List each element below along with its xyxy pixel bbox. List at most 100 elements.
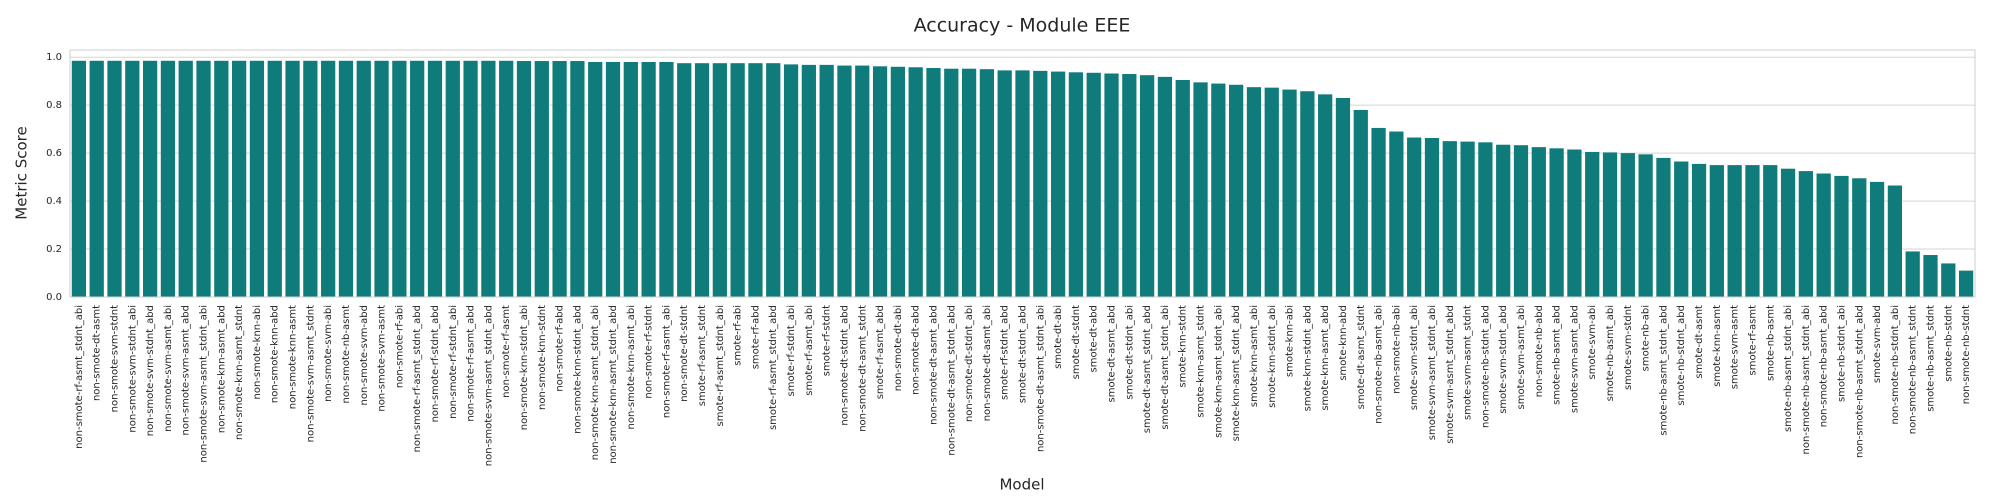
x-tick-label: smote-rf-asmt_stdnt — [697, 305, 708, 406]
x-tick-label: non-smote-svm-abd — [359, 305, 370, 405]
x-tick-label: non-smote-dt-asmt_abd — [928, 305, 939, 425]
x-tick-label: smote-knn-asmt_stdnt — [1196, 305, 1207, 418]
x-tick-label: smote-svm-asmt — [1730, 305, 1741, 389]
x-tick-label: smote-knn-abd — [1338, 305, 1349, 381]
bar — [214, 60, 229, 298]
bar — [1958, 270, 1974, 297]
x-tick-label: non-smote-nb-stdnt_abi — [1890, 305, 1901, 424]
x-tick-label: non-smote-nb-asmt_stdnt_abi — [1801, 305, 1812, 454]
x-tick-label: non-smote-knn-abi — [252, 305, 263, 399]
bar — [694, 63, 710, 298]
bar — [659, 61, 674, 297]
bar — [303, 60, 318, 298]
x-tick-label: smote-rf-stdnt_abd — [1000, 305, 1011, 400]
x-tick-label: non-smote-dt-stdnt_abd — [839, 305, 850, 426]
bar — [1104, 73, 1119, 297]
x-tick-label: smote-nb-asmt — [1765, 305, 1776, 381]
y-tick-label: 1.0 — [46, 52, 62, 63]
bar — [1834, 175, 1849, 297]
bar — [1335, 97, 1351, 297]
bar — [641, 61, 656, 297]
bar — [338, 60, 354, 298]
x-tick-label: non-smote-dt-asmt_abi — [982, 305, 993, 421]
x-tick-label: smote-svm-asmt_stdnt — [1463, 305, 1474, 420]
bar — [1602, 152, 1618, 297]
x-tick-label: smote-nb-asmt_stdnt_abi — [1783, 305, 1794, 432]
bar — [997, 70, 1012, 298]
x-tick-label: smote-dt-asmt_stdnt_abd — [1142, 305, 1153, 433]
bar — [1816, 173, 1831, 297]
x-tick-label: non-smote-svm-stdnt_abi — [127, 305, 138, 433]
bar — [1424, 138, 1440, 297]
bar — [1638, 154, 1653, 297]
x-tick-label: non-smote-svm-asmt_stdnt_abd — [483, 305, 494, 466]
x-tick-label: non-smote-dt-asmt — [92, 305, 103, 401]
x-tick-label: non-smote-nb-asmt_abd — [1819, 305, 1830, 427]
x-tick-label: non-smote-rf-asmt — [501, 305, 512, 398]
x-tick-label: smote-knn-abi — [1285, 305, 1296, 377]
x-tick-label: smote-svm-asmt_stdnt_abi — [1427, 305, 1438, 440]
x-tick-label: smote-rf-asmt_abi — [804, 305, 815, 396]
bar — [944, 68, 959, 297]
bar — [1282, 89, 1297, 297]
x-tick-label: non-smote-knn-asmt_abd — [216, 305, 227, 433]
x-tick-label: smote-dt-asmt — [1694, 305, 1705, 379]
bar — [89, 60, 104, 298]
bar — [1068, 72, 1084, 297]
x-tick-label: non-smote-nb-abi — [1391, 305, 1402, 394]
x-tick-label: smote-svm-asmt_abi — [1516, 305, 1527, 409]
x-tick-label: non-smote-nb-stdnt_abd — [1480, 305, 1491, 428]
bar — [160, 60, 176, 298]
bar — [1157, 76, 1173, 298]
bar — [712, 63, 727, 298]
x-tick-label: smote-svm-abd — [1872, 305, 1883, 383]
bar — [1175, 79, 1190, 297]
bar — [1496, 144, 1511, 297]
bar — [178, 60, 193, 298]
x-tick-label: smote-nb-abi — [1641, 305, 1652, 371]
bar — [855, 65, 870, 298]
x-tick-label: non-smote-nb-asmt_stdnt — [1908, 305, 1919, 434]
bar — [1353, 109, 1368, 298]
bar — [1567, 149, 1582, 297]
x-tick-label: non-smote-dt-asmt_stdnt_abd — [946, 305, 957, 456]
bar — [1656, 157, 1671, 297]
x-tick-label: smote-svm-stdnt_abi — [1409, 305, 1420, 410]
x-tick-label: non-smote-svm-asmt_stdnt_abi — [199, 305, 210, 463]
bar — [1585, 151, 1600, 297]
bar — [71, 60, 87, 298]
bar — [1371, 127, 1386, 297]
bar — [748, 63, 763, 298]
x-tick-label: non-smote-knn-stdnt_abi — [519, 305, 530, 430]
x-tick-label: non-smote-rf-stdnt_abi — [448, 305, 459, 419]
x-tick-label: non-smote-knn-asmt_stdnt — [234, 305, 245, 440]
x-tick-label: non-smote-dt-abi — [893, 305, 904, 391]
x-tick-label: non-smote-knn-stdnt — [537, 305, 548, 410]
x-axis-label: Model — [999, 476, 1044, 494]
bar — [1691, 163, 1707, 297]
x-tick-label: non-smote-rf-asmt_stdnt_abi — [74, 305, 85, 449]
x-tick-label: smote-svm-asmt_stdnt_abd — [1445, 305, 1456, 444]
bar — [890, 66, 905, 297]
x-tick-label: smote-knn-asmt_abi — [1249, 305, 1260, 407]
bar — [463, 60, 478, 298]
x-tick-label: non-smote-knn-asmt_stdnt_abd — [608, 305, 619, 464]
x-tick-label: smote-rf-abd — [750, 305, 761, 369]
x-tick-label: non-smote-knn-abd — [270, 305, 281, 403]
y-tick-label: 0.8 — [46, 100, 62, 111]
bar — [1620, 153, 1635, 297]
x-tick-label: non-smote-dt-abd — [911, 305, 922, 395]
x-tick-label: smote-rf-stdnt — [822, 305, 833, 376]
bar — [196, 60, 211, 298]
bar — [321, 60, 336, 298]
x-tick-label: smote-svm-abi — [1587, 305, 1598, 379]
bar — [285, 60, 300, 298]
bar — [837, 65, 852, 298]
x-tick-label: non-smote-rf-stdnt_abd — [430, 305, 441, 422]
x-tick-label: non-smote-nb-asmt — [341, 305, 352, 404]
bar — [1798, 171, 1813, 297]
bar — [410, 60, 425, 298]
bar — [1709, 165, 1724, 297]
x-tick-label: smote-nb-stdnt — [1943, 305, 1954, 382]
y-tick-label: 0.4 — [46, 196, 62, 207]
